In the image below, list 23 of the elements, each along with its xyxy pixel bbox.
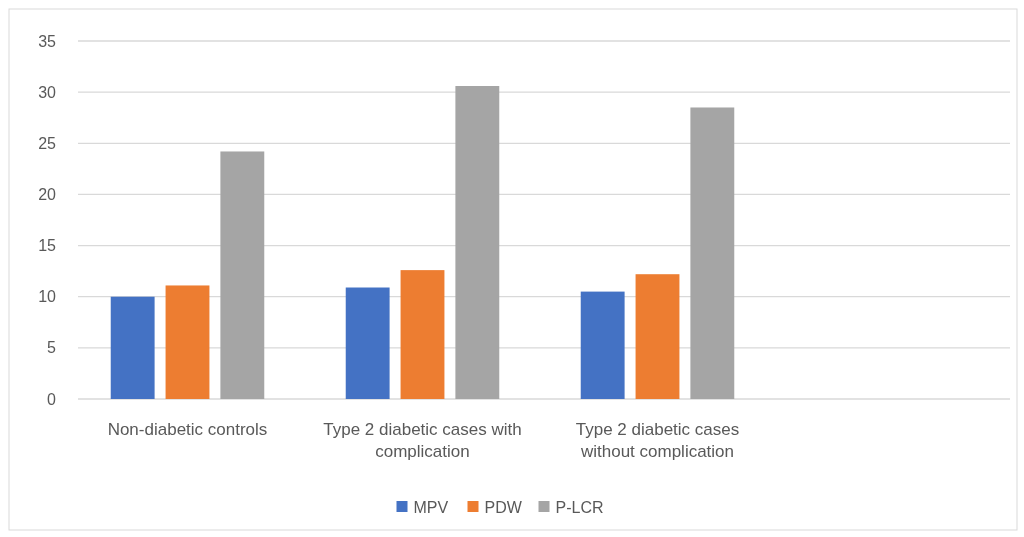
y-tick-label: 10: [38, 288, 57, 306]
x-tick-label: Type 2 diabetic cases with complication: [323, 420, 522, 461]
y-tick-label: 25: [38, 134, 57, 152]
y-tick-label: 20: [38, 186, 57, 204]
bar: [345, 287, 390, 399]
bar: [400, 270, 445, 399]
y-tick-label: 30: [38, 83, 57, 101]
y-tick-label: 0: [47, 390, 57, 408]
legend-label: MPV: [413, 498, 449, 516]
bar: [110, 296, 155, 399]
bar: [455, 86, 500, 399]
bar: [220, 151, 265, 399]
bar: [165, 285, 210, 399]
y-tick-label: 5: [47, 339, 57, 357]
bar: [690, 107, 735, 399]
bar: [635, 274, 680, 399]
y-tick-label: 35: [38, 32, 57, 50]
legend-label: PDW: [484, 498, 523, 516]
legend-label: P-LCR: [555, 498, 604, 516]
y-tick-label: 15: [38, 237, 57, 255]
x-tick-label: Non-diabetic controls: [107, 420, 268, 439]
bar: [580, 291, 625, 399]
x-tick-label: Type 2 diabetic cases without complication: [575, 420, 740, 461]
